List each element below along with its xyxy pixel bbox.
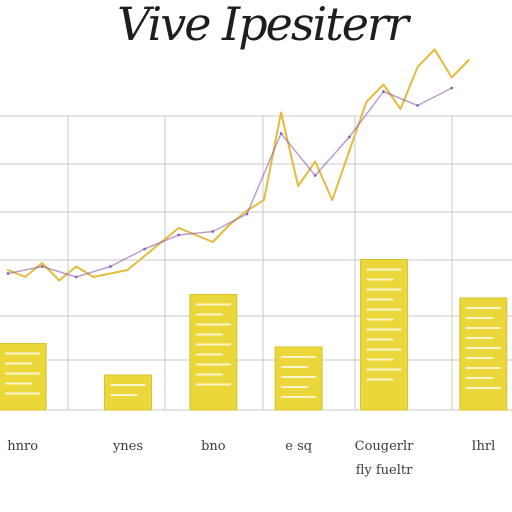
x-tick-label: bno	[201, 439, 226, 454]
line-point	[7, 269, 9, 271]
bar-series	[0, 259, 508, 411]
line-point	[74, 275, 78, 279]
line-point	[246, 209, 248, 212]
line-point	[194, 234, 197, 236]
x-tick-label: e sq	[285, 439, 312, 454]
line-point	[177, 233, 181, 237]
line-point	[433, 48, 436, 51]
bar	[189, 294, 238, 411]
line-point	[314, 160, 317, 163]
line-point	[279, 132, 283, 135]
x-tick-label: ynes	[112, 439, 143, 454]
line-point	[92, 276, 95, 278]
line-point	[229, 223, 231, 226]
bar	[104, 374, 152, 411]
line-point	[468, 59, 470, 61]
line-point	[58, 279, 60, 282]
line-point	[297, 185, 299, 187]
line-point	[177, 227, 180, 229]
x-tick-label: fly fueltr	[356, 463, 413, 478]
line-series-1	[7, 48, 470, 282]
x-tick-label: Cougerlr	[355, 439, 415, 454]
line-point	[109, 272, 112, 275]
line-series-2	[7, 87, 453, 278]
line-point	[450, 86, 454, 90]
line-point	[313, 174, 317, 177]
line-point	[41, 262, 43, 264]
line-point	[211, 230, 215, 233]
line-point	[450, 76, 453, 79]
x-tick-label: Ihrl	[471, 439, 495, 454]
line-point	[6, 272, 10, 275]
line-point	[382, 90, 385, 93]
line-point	[416, 66, 419, 68]
line-point	[382, 83, 385, 86]
line-point	[263, 199, 265, 201]
chart-title: Vive Ipesiterr	[117, 0, 412, 51]
line-point	[143, 255, 146, 257]
line-point	[143, 247, 146, 251]
line-point	[126, 269, 129, 271]
line-point	[24, 276, 26, 278]
bar	[360, 259, 408, 411]
line-point	[399, 108, 402, 110]
x-tick-label: hnro	[7, 439, 38, 454]
bar	[459, 297, 508, 411]
bar	[0, 343, 47, 411]
line-point	[75, 265, 78, 268]
line-point	[245, 212, 249, 216]
line-point	[348, 150, 351, 152]
line-point	[365, 101, 368, 103]
grid	[0, 115, 512, 411]
line-point	[347, 135, 351, 139]
x-axis-tick-labels: hnro ynes bno e sq Cougerlr fly fueltr Ihrl	[7, 439, 495, 478]
line-point	[109, 265, 112, 268]
line-point	[416, 104, 419, 107]
line-point	[280, 111, 282, 114]
line-point	[212, 241, 214, 243]
line-point	[331, 199, 334, 201]
line-point	[40, 265, 44, 268]
line-series-group	[6, 48, 470, 282]
